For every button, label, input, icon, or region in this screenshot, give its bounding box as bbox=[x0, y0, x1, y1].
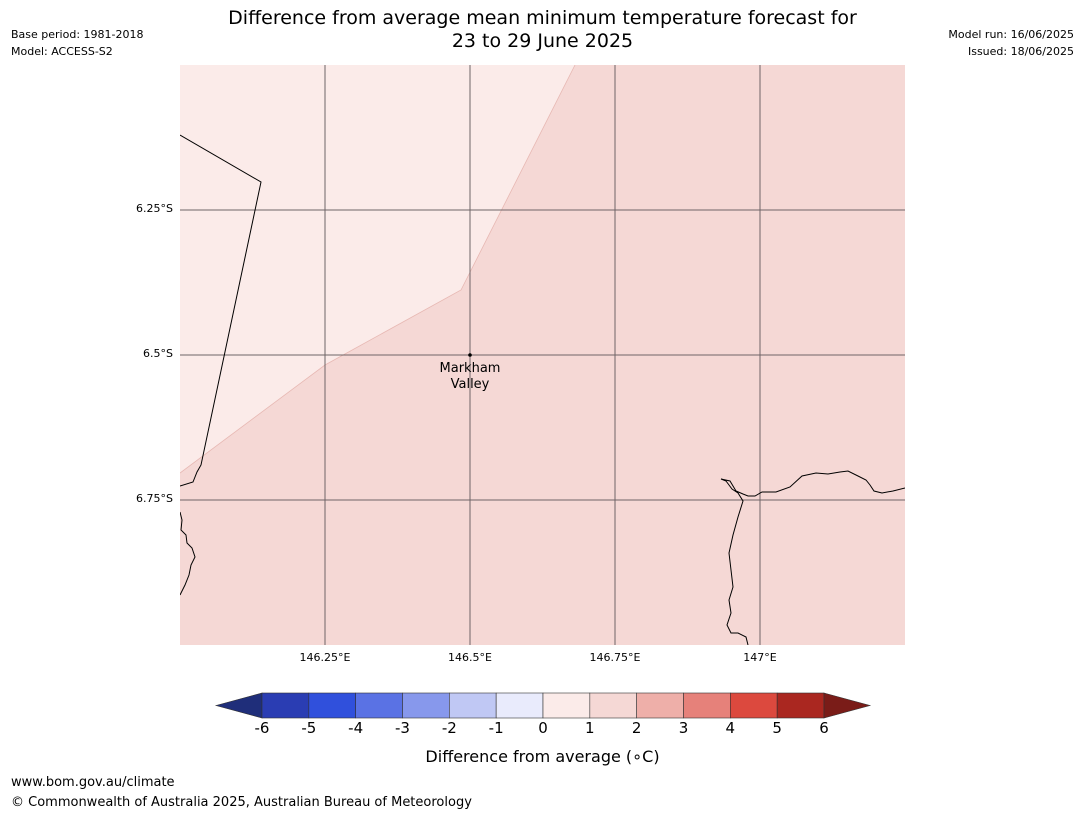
lon-label-147: 147°E bbox=[743, 651, 777, 664]
issued-text: Issued: 18/06/2025 bbox=[967, 45, 1074, 58]
colorbar-tick-label: 3 bbox=[678, 719, 689, 737]
meta-left: Base period: 1981-2018 Model: ACCESS-S2 bbox=[11, 26, 143, 60]
lat-label-6-25: 6.25°S bbox=[136, 202, 173, 215]
colorbar-tick-label: -3 bbox=[395, 719, 410, 737]
title-line-1: Difference from average mean minimum tem… bbox=[228, 7, 857, 29]
model-text: Model: ACCESS-S2 bbox=[11, 45, 113, 58]
place-label-line-1: Markham bbox=[440, 361, 501, 376]
map-title: Difference from average mean minimum tem… bbox=[180, 7, 905, 53]
colorbar-swatch bbox=[589, 692, 637, 719]
footer-url: www.bom.gov.au/climate bbox=[11, 775, 175, 790]
colorbar-swatch bbox=[355, 692, 403, 719]
colorbar-tick-label: 1 bbox=[585, 719, 595, 737]
lon-label-146-25: 146.25°E bbox=[299, 651, 351, 664]
colorbar-tick-label: 4 bbox=[725, 719, 736, 737]
colorbar-swatch bbox=[261, 692, 310, 719]
colorbar-swatch bbox=[776, 692, 825, 719]
border-line bbox=[180, 134, 262, 487]
model-run-text: Model run: 16/06/2025 bbox=[948, 28, 1074, 41]
colorbar-label-unit: ∘C) bbox=[632, 747, 660, 766]
place-label-line-2: Valley bbox=[451, 377, 490, 392]
colorbar-extend-low bbox=[214, 692, 263, 719]
footer-copyright: © Commonwealth of Australia 2025, Austra… bbox=[11, 795, 472, 810]
lon-label-146-75: 146.75°E bbox=[589, 651, 641, 664]
map-panel: Markham Valley bbox=[180, 65, 905, 645]
colorbar-label-text: Difference from average ( bbox=[425, 747, 633, 766]
contour-line bbox=[180, 65, 576, 474]
colorbar-tick-label: -5 bbox=[301, 719, 317, 737]
graticule bbox=[180, 65, 905, 645]
title-line-2: 23 to 29 June 2025 bbox=[451, 30, 634, 52]
colorbar-tick-label: 5 bbox=[772, 719, 782, 737]
base-period-text: Base period: 1981-2018 bbox=[11, 28, 144, 41]
colorbar-swatch bbox=[730, 692, 778, 719]
coastline-west bbox=[180, 511, 196, 596]
lat-label-6-75: 6.75°S bbox=[136, 492, 173, 505]
colorbar-extend-high bbox=[823, 692, 872, 719]
colorbar-tick-label: 2 bbox=[631, 719, 642, 737]
colorbar-swatch bbox=[308, 692, 356, 719]
coastline-east bbox=[720, 470, 905, 645]
lat-label-6-5: 6.5°S bbox=[143, 347, 173, 360]
colorbar-swatch bbox=[542, 692, 591, 719]
colorbar-tick-label: -6 bbox=[254, 719, 270, 737]
coastline-borders bbox=[180, 134, 905, 645]
anomaly-region-0-to-1 bbox=[180, 65, 575, 473]
colorbar-tick-label: -1 bbox=[488, 719, 504, 737]
meta-right: Model run: 16/06/2025 Issued: 18/06/2025 bbox=[948, 26, 1074, 60]
colorbar-tick-label: -4 bbox=[348, 719, 364, 737]
colorbar-swatch bbox=[683, 692, 731, 719]
lon-label-146-5: 146.5°E bbox=[448, 651, 492, 664]
markham-valley-marker bbox=[468, 353, 472, 357]
map-svg: Markham Valley bbox=[180, 65, 905, 645]
colorbar-swatch bbox=[449, 692, 497, 719]
colorbar-swatch bbox=[495, 692, 544, 719]
colorbar-tick-label: -2 bbox=[441, 719, 457, 737]
colorbar-label: Difference from average (∘C) bbox=[0, 747, 1085, 766]
colorbar-swatch bbox=[402, 692, 450, 719]
colorbar bbox=[214, 692, 872, 719]
colorbar-tick-label: 6 bbox=[819, 719, 829, 737]
colorbar-tick-label: 0 bbox=[538, 719, 548, 737]
colorbar-swatch bbox=[636, 692, 684, 719]
